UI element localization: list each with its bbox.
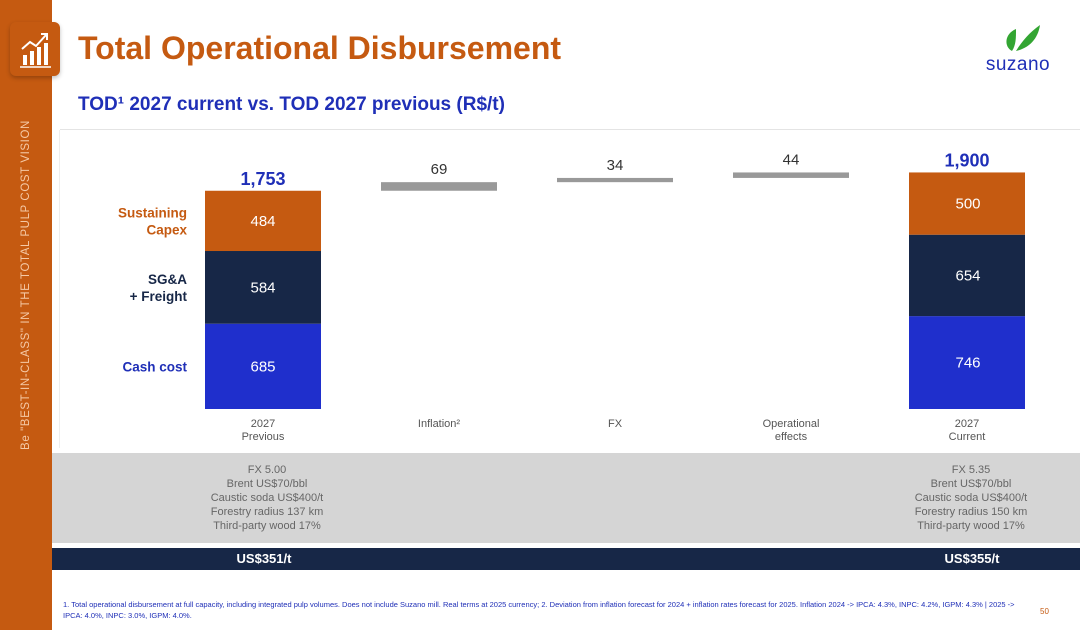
x-tick-label: Previous: [242, 431, 285, 443]
bar-cash-cost-4: [909, 316, 1025, 409]
assumptions-current: FX 5.35 Brent US$70/bbl Caustic soda US$40…: [876, 463, 1066, 533]
x-tick-label: Operational: [763, 418, 820, 430]
x-tick-label: Inflation²: [418, 418, 461, 430]
adjustment-bar: [557, 177, 673, 183]
adjustment-bar: [733, 172, 849, 178]
bar-sg-a-0: [205, 251, 321, 324]
segment-value-label: 685: [250, 358, 275, 375]
legend-label: Capex: [146, 222, 187, 237]
adjustment-value-label: 69: [431, 161, 448, 178]
assumption-current-item: FX 5.35: [951, 464, 991, 476]
usd-previous: US$351/t: [236, 551, 292, 566]
brand-name: suzano: [985, 54, 1051, 75]
usd-band: [52, 548, 1080, 570]
legend-label: + Freight: [130, 289, 188, 304]
x-tick-label: 2027: [955, 418, 979, 430]
assumption-current-item: Third-party wood 17%: [917, 520, 1025, 532]
suzano-leaf-icon: [1006, 25, 1040, 51]
segment-value-label: 484: [250, 213, 275, 230]
bar-cash-cost-0: [205, 323, 321, 409]
assumption-previous-item: Third-party wood 17%: [213, 520, 321, 532]
total-label-previous: 1,753: [240, 169, 285, 189]
bar-sustaining-4: [909, 172, 1025, 235]
segment-value-label: 746: [955, 355, 980, 372]
legend-label: Sustaining: [118, 205, 187, 220]
footnote: 1. Total operational disbursement at ful…: [63, 600, 1015, 620]
assumption-previous-item: Caustic soda US$400/t: [210, 492, 324, 504]
adjustment-value-label: 44: [783, 151, 800, 168]
brand-logo: suzano: [976, 20, 1060, 76]
chart-subtitle: TOD¹ 2027 current vs. TOD 2027 previous …: [78, 94, 505, 115]
assumptions-band: [52, 453, 1080, 543]
x-tick-label: effects: [775, 431, 808, 443]
assumptions-previous: FX 5.00 Brent US$70/bbl Caustic soda US$40…: [172, 463, 362, 533]
assumption-current-item: Caustic soda US$400/t: [914, 492, 1028, 504]
header-icon-box: [10, 22, 60, 76]
adjustment-bar: [381, 182, 497, 191]
x-tick-label: FX: [608, 418, 623, 430]
assumption-current-item: Brent US$70/bbl: [930, 478, 1012, 490]
page-title: Total Operational Disbursement: [78, 30, 562, 66]
assumption-previous-item: FX 5.00: [247, 464, 287, 476]
adjustment-value-label: 34: [607, 157, 624, 174]
page-number: 50: [1040, 607, 1049, 616]
total-label-current: 1,900: [944, 150, 989, 170]
chart-growth-icon: [20, 33, 51, 68]
bar-sustaining-0: [205, 190, 321, 252]
sidebar-band: Be "BEST-IN-CLASS" IN THE TOTAL PULP COS…: [0, 0, 52, 630]
x-tick-label: 2027: [251, 418, 275, 430]
assumption-previous-item: Brent US$70/bbl: [226, 478, 308, 490]
assumption-current-item: Forestry radius 150 km: [914, 506, 1028, 518]
segment-value-label: 500: [955, 196, 980, 213]
legend-label: Cash cost: [122, 359, 187, 374]
bar-sg-a-4: [909, 234, 1025, 317]
segment-value-label: 584: [250, 279, 275, 296]
usd-current: US$355/t: [944, 551, 1000, 566]
x-tick-label: Current: [949, 431, 986, 443]
legend-label: SG&A: [148, 272, 187, 287]
segment-value-label: 654: [955, 267, 980, 284]
assumption-previous-item: Forestry radius 137 km: [210, 506, 324, 518]
